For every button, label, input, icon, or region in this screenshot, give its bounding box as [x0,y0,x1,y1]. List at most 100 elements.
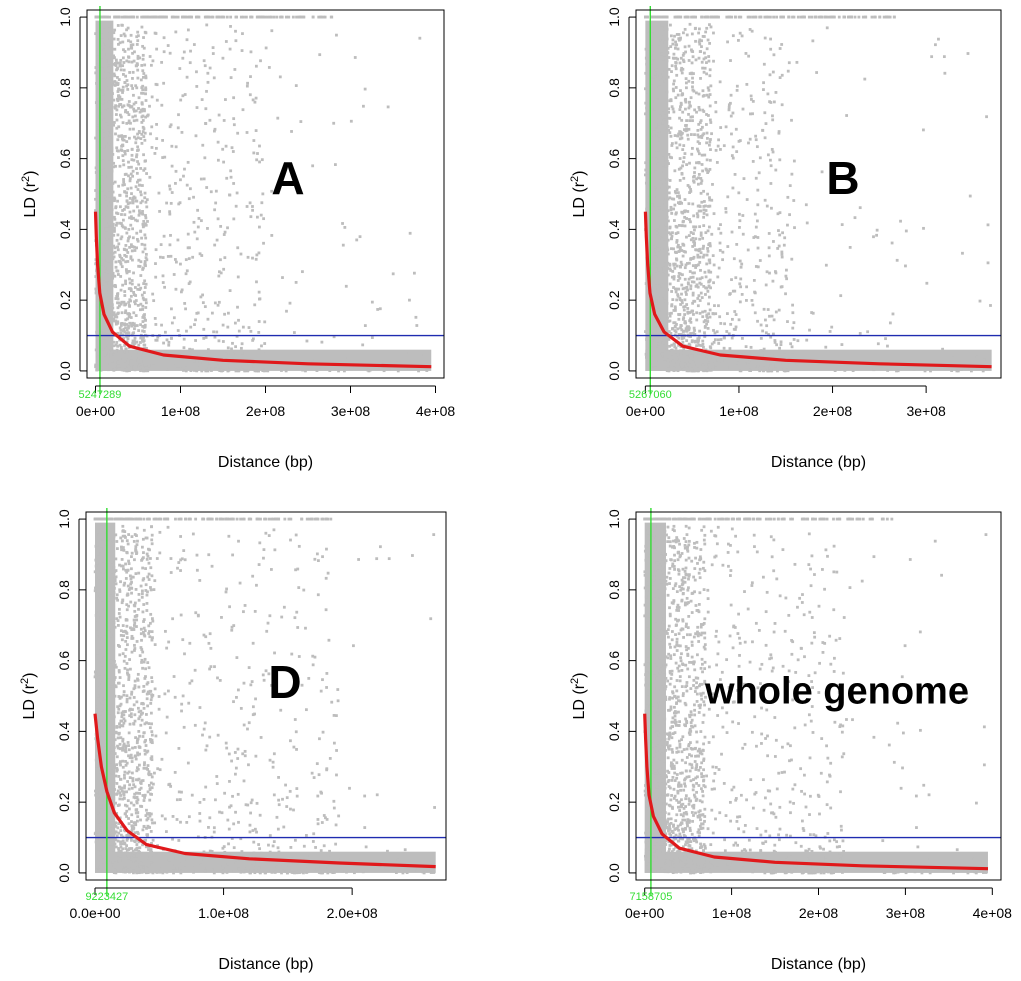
scatter-point [340,365,344,369]
scatter-point [315,867,319,871]
scatter-point [671,87,675,91]
scatter-point [654,186,657,190]
scatter-point [142,763,146,767]
scatter-point [702,253,706,257]
scatter-point [136,767,140,771]
scatter-point [119,794,123,797]
scatter-point [657,345,661,349]
scatter-point [127,236,130,240]
scatter-point [234,29,237,33]
scatter-point [361,870,365,874]
scatter-point [161,350,165,354]
scatter-point [142,766,146,770]
scatter-point [130,575,134,579]
scatter-point [106,731,110,735]
scatter-point [710,232,714,236]
scatter-point [108,356,112,359]
scatter-point [147,572,151,576]
scatter-point [124,110,127,114]
scatter-point [722,144,726,148]
scatter-point [662,36,666,39]
scatter-point [313,655,317,659]
scatter-point [227,534,231,538]
scatter-point [754,134,758,138]
scatter-point [117,367,121,370]
scatter-point [132,703,136,707]
scatter-point [113,576,117,580]
scatter-point [141,130,145,133]
scatter-point [130,690,134,694]
scatter-point [723,359,727,363]
scatter-point [122,797,126,800]
scatter-point [125,335,129,339]
scatter-point [145,609,149,612]
scatter-point [295,861,299,865]
scatter-point [106,710,110,714]
scatter-point [672,286,675,289]
scatter-point [654,210,658,213]
scatter-point [121,88,125,92]
scatter-point [95,60,99,64]
scatter-point [670,105,674,109]
scatter-point [772,332,775,336]
scatter-point [682,308,686,312]
scatter-point [186,232,190,236]
scatter-point [137,264,141,268]
scatter-point [123,294,127,297]
scatter-point [136,753,140,757]
scatter-point [723,322,726,326]
scatter-point [132,839,136,843]
scatter-point [144,256,148,260]
scatter-point [150,542,154,546]
scatter-point [667,116,671,120]
scatter-point [746,15,750,19]
scatter-point [734,313,738,316]
scatter-point [116,24,120,27]
scatter-point [693,299,697,303]
scatter-point [771,118,775,122]
scatter-point [655,89,659,92]
scatter-point [810,15,814,19]
scatter-point [678,196,681,200]
scatter-point [103,690,107,694]
scatter-point [695,177,698,181]
scatter-point [139,336,143,340]
scatter-point [140,102,144,106]
scatter-point [701,94,705,98]
scatter-point [161,156,165,159]
scatter-point [240,342,244,346]
scatter-point [754,138,758,142]
y-axis-title: LD (r2) [20,170,39,217]
scatter-point [691,88,695,92]
scatter-point [670,311,673,315]
scatter-point [154,248,158,252]
scatter-point [653,74,657,78]
scatter-point [168,125,172,129]
scatter-point [123,226,127,230]
scatter-point [101,180,105,184]
scatter-point [712,59,715,63]
x-tick-label: 1e+08 [161,403,201,419]
scatter-point [199,858,203,862]
scatter-point [195,15,199,19]
scatter-point [366,368,370,372]
scatter-point [228,289,232,293]
scatter-point [94,793,98,797]
scatter-point [129,40,133,44]
scatter-point [732,327,736,331]
scatter-point [150,842,153,845]
scatter-point [267,843,270,847]
scatter-point [122,180,126,184]
scatter-point [686,311,690,315]
scatter-point [130,46,134,50]
scatter-point [140,120,144,124]
scatter-point [697,182,700,186]
scatter-point [126,270,130,273]
scatter-point [791,326,795,330]
scatter-point [105,362,109,366]
scatter-point [99,368,103,372]
chart-panel-1: 0.00.20.40.60.81.00e+00 1e+08 2e+08 3e+08 4e… [20,6,455,471]
scatter-point [206,80,210,84]
scatter-point [777,244,781,248]
scatter-point [95,45,99,49]
